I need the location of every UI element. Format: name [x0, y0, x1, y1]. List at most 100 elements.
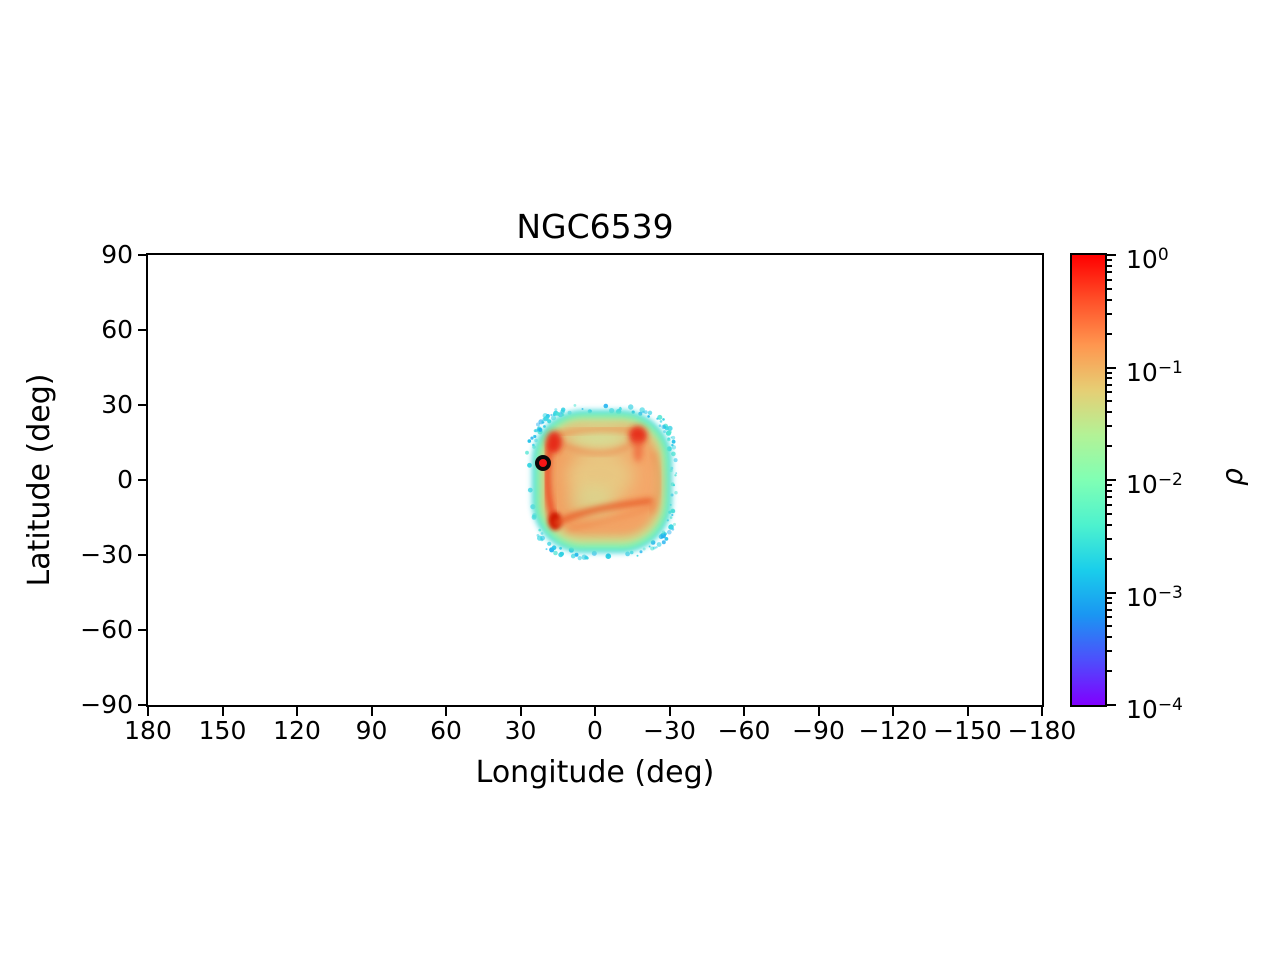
y-tick-label: 0	[117, 465, 133, 494]
y-tick	[138, 629, 146, 631]
speckle-dot	[664, 537, 669, 541]
speckle-dot	[547, 419, 552, 424]
colorbar-minor-tick	[1107, 503, 1112, 506]
speckle-dot	[636, 554, 639, 557]
x-axis-label: Longitude (deg)	[475, 755, 715, 790]
speckle-dot	[547, 541, 552, 546]
speckle-dot	[667, 425, 673, 432]
speckle-dot	[577, 556, 582, 561]
speckle-dot	[658, 534, 664, 540]
colorbar-minor-tick	[1107, 616, 1112, 619]
colorbar-minor-tick	[1107, 332, 1112, 335]
x-tick	[221, 707, 224, 716]
colorbar-minor-tick	[1107, 608, 1112, 611]
y-tick-label: −60	[80, 615, 133, 644]
speckle-dot	[639, 407, 645, 413]
colorbar-minor-tick	[1107, 287, 1112, 290]
speckle-dot	[661, 424, 666, 430]
speckle-dot	[530, 436, 534, 440]
colorbar-tick-label: 10−4	[1126, 695, 1183, 724]
x-tick-label: −60	[717, 716, 771, 745]
speckle-dot	[570, 553, 576, 559]
speckle-dot	[671, 451, 676, 457]
speckle-dot	[527, 462, 532, 468]
speckle-dot	[628, 404, 634, 410]
y-tick	[138, 479, 146, 481]
pale-center-patch	[566, 450, 634, 502]
y-tick-label: 90	[101, 240, 133, 269]
speckle-dot	[658, 424, 662, 427]
speckle-dot	[673, 458, 678, 463]
y-tick	[138, 329, 146, 331]
x-tick-label: 30	[504, 716, 537, 745]
speckle-dot	[527, 439, 532, 443]
speckle-dot	[540, 532, 544, 535]
colorbar-minor-tick	[1107, 411, 1112, 414]
x-tick	[892, 707, 894, 716]
colorbar-minor-tick	[1107, 636, 1112, 639]
x-tick	[1041, 707, 1043, 716]
x-tick-label: −90	[792, 716, 845, 745]
y-tick-label: −90	[80, 690, 133, 719]
colorbar-minor-tick	[1107, 670, 1112, 673]
speckle-dot	[661, 532, 664, 535]
speckle-dot	[667, 437, 670, 440]
x-tick	[966, 707, 969, 716]
colorbar-major-tick	[1107, 254, 1116, 256]
colorbar-minor-tick	[1107, 489, 1112, 492]
colorbar-minor-tick	[1107, 377, 1112, 380]
speckle-dot	[656, 542, 662, 547]
colorbar-minor-tick	[1107, 445, 1112, 448]
speckle-dot	[619, 406, 622, 409]
speckle-dot	[574, 552, 579, 557]
speckle-dot	[551, 545, 557, 550]
speckle-dot	[670, 436, 673, 439]
speckle-dot	[667, 529, 672, 535]
colorbar-tick-label: 10−3	[1126, 582, 1183, 612]
cluster-marker	[535, 455, 552, 471]
speckle-dot	[553, 550, 558, 556]
speckle-dot	[674, 491, 678, 495]
bottom-arc-ridge-2	[567, 503, 656, 532]
speckle-dot	[538, 528, 541, 532]
colorbar-minor-tick	[1107, 400, 1112, 403]
colorbar-minor-tick	[1107, 625, 1112, 628]
colorbar-minor-tick	[1107, 523, 1112, 526]
speckle-dot	[661, 530, 666, 534]
y-tick	[138, 704, 146, 706]
colorbar-minor-tick	[1107, 650, 1112, 653]
x-tick-label: 180	[124, 716, 172, 745]
speckle-dot	[533, 434, 536, 438]
speckle-dot	[545, 548, 548, 551]
y-tick-label: 30	[101, 390, 133, 419]
speckle-dot	[668, 430, 672, 434]
speckle-dot	[639, 550, 643, 554]
y-tick-label: 60	[101, 315, 133, 344]
speckle-dot	[661, 540, 666, 545]
x-tick	[370, 707, 373, 716]
speckle-dot	[581, 554, 587, 560]
speckle-dot	[542, 421, 545, 424]
x-tick	[445, 707, 447, 716]
x-tick	[296, 707, 298, 716]
speckle-dot	[543, 425, 546, 428]
x-tick-label: 60	[430, 716, 462, 745]
x-tick-label: −30	[643, 716, 696, 745]
speckle-dot	[525, 450, 529, 455]
colorbar-tick-label: 10−2	[1126, 470, 1183, 499]
x-tick	[594, 707, 596, 716]
colorbar-minor-tick	[1107, 496, 1112, 499]
speckle-dot	[606, 553, 610, 557]
speckle-dot	[671, 445, 677, 450]
speckle-dot	[550, 413, 553, 417]
speckle-dot	[527, 487, 533, 493]
x-tick	[743, 707, 745, 716]
speckle-dot	[668, 525, 673, 530]
speckle-dot	[675, 472, 678, 474]
y-tick-label: −30	[80, 540, 133, 569]
speckle-dot	[657, 414, 663, 420]
speckle-dot	[669, 516, 673, 519]
speckle-dot	[671, 439, 676, 444]
speckle-dot	[674, 474, 677, 477]
